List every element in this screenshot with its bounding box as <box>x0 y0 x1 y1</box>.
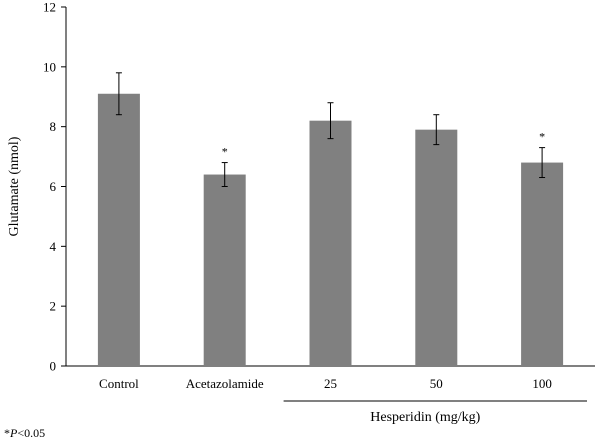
y-tick-label: 0 <box>50 359 57 374</box>
x-category-label: Control <box>99 376 139 391</box>
x-category-label: Acetazolamide <box>186 376 264 391</box>
y-axis-ticks: 0 2 4 6 8 10 12 <box>43 0 66 374</box>
significance-footnote: *P<0.05 <box>4 426 45 441</box>
y-tick-label: 4 <box>50 239 57 254</box>
y-tick-label: 10 <box>43 59 56 74</box>
bar <box>203 174 246 366</box>
significance-marker: * <box>539 130 545 144</box>
y-tick-label: 8 <box>50 119 57 134</box>
significance-marker: * <box>222 145 228 159</box>
hesperidin-group-label: Hesperidin (mg/kg) <box>370 410 480 425</box>
x-category-label: 50 <box>430 376 443 391</box>
footnote-text: <0.05 <box>17 426 46 440</box>
y-tick-label: 2 <box>50 299 57 314</box>
bar <box>521 162 564 366</box>
y-axis-title: Glutamate (nmol) <box>7 136 22 236</box>
footnote-symbol: P <box>10 426 18 440</box>
y-tick-label: 12 <box>43 0 56 15</box>
bars: ** <box>97 72 564 366</box>
bar <box>97 93 140 366</box>
x-category-label: 100 <box>532 376 552 391</box>
x-axis-category-labels: Control Acetazolamide 25 50 100 <box>99 376 552 391</box>
x-category-label: 25 <box>324 376 337 391</box>
y-tick-label: 6 <box>50 179 57 194</box>
footnote-marker: * <box>4 426 10 440</box>
bar <box>415 129 458 366</box>
bar <box>309 120 352 366</box>
